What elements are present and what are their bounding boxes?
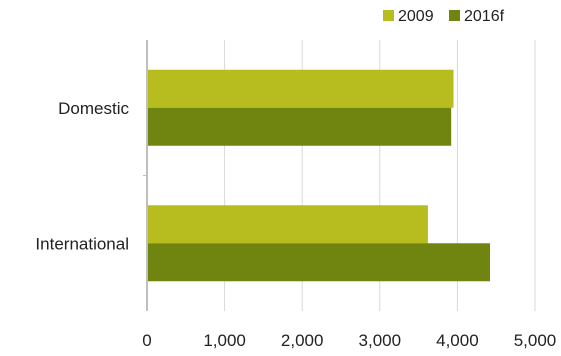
legend: 2009 2016f [383,8,505,25]
bar-domestic-2016f [148,107,452,146]
x-tick-label-5000: 5,000 [514,331,557,350]
x-tick-label-4000: 4,000 [436,331,479,350]
x-tick-label-0: 0 [142,331,151,350]
legend-label-2009: 2009 [398,8,434,25]
bar-domestic-2009 [148,69,454,108]
y-axis [143,40,148,311]
category-labels: Domestic International [35,99,129,254]
bar-international-2009 [148,205,428,244]
category-label-domestic: Domestic [58,99,129,118]
bar-international-2016f [148,243,490,282]
x-tick-labels: 0 1,000 2,000 3,000 4,000 5,000 [142,331,556,350]
x-tick-label-3000: 3,000 [359,331,402,350]
legend-swatch-2016f [449,10,460,21]
category-label-international: International [35,234,129,253]
legend-label-2016f: 2016f [464,8,505,25]
x-tick-label-1000: 1,000 [203,331,246,350]
x-tick-label-2000: 2,000 [281,331,324,350]
bars [148,69,490,282]
legend-swatch-2009 [383,10,394,21]
